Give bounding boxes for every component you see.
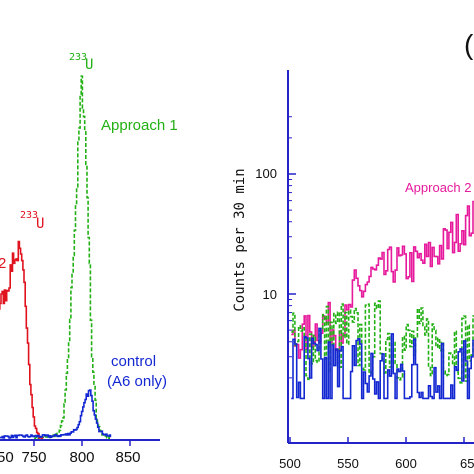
right-x-tick-label-500: 500 [279, 456, 301, 471]
left-x-tick-label-800: 800 [69, 449, 94, 466]
left-x-tick-label-850: 850 [115, 449, 140, 466]
right-x-tick-label-600: 600 [395, 456, 417, 471]
right-y-tick-label-10: 10 [263, 287, 277, 302]
right-y-tick-label-100: 100 [255, 166, 277, 181]
annotation-233u-green-main: U [85, 57, 93, 73]
right-series-series-2-line [291, 327, 474, 400]
annotation-a6-only: (A6 only) [107, 373, 167, 390]
right-panel: ( 100 10 Counts per 30 min 500 550 600 6… [232, 29, 474, 471]
panel-label-partial: ( [464, 29, 474, 60]
annotation-approach-2-partial: 2 [0, 255, 6, 272]
left-panel: 50 750 800 850 233 U Approach 1 233 U 2 … [0, 52, 178, 466]
annotation-233u-red-super: 233 [20, 210, 38, 221]
annotation-233u-red-main: U [36, 216, 44, 232]
left-series-control-a6-only-line [0, 389, 112, 439]
right-x-tick-label-550: 550 [337, 456, 359, 471]
right-x-tick-label-partial: 65 [460, 456, 474, 471]
annotation-approach-2-right: Approach 2 [405, 180, 472, 195]
left-series-approach-1-line [34, 75, 111, 440]
annotation-233u-green-super: 233 [69, 52, 87, 63]
left-series-group [0, 75, 112, 440]
left-series-approach-2-line [0, 240, 44, 439]
left-x-tick-label-partial: 50 [0, 449, 14, 466]
annotation-approach-1: Approach 1 [101, 117, 178, 134]
right-axis-ticks [288, 116, 465, 443]
right-series-group [291, 200, 474, 400]
right-y-axis-label: Counts per 30 min [232, 168, 248, 311]
left-x-ticks [33, 440, 131, 446]
left-x-tick-label-750: 750 [21, 449, 46, 466]
annotation-control: control [111, 353, 156, 370]
